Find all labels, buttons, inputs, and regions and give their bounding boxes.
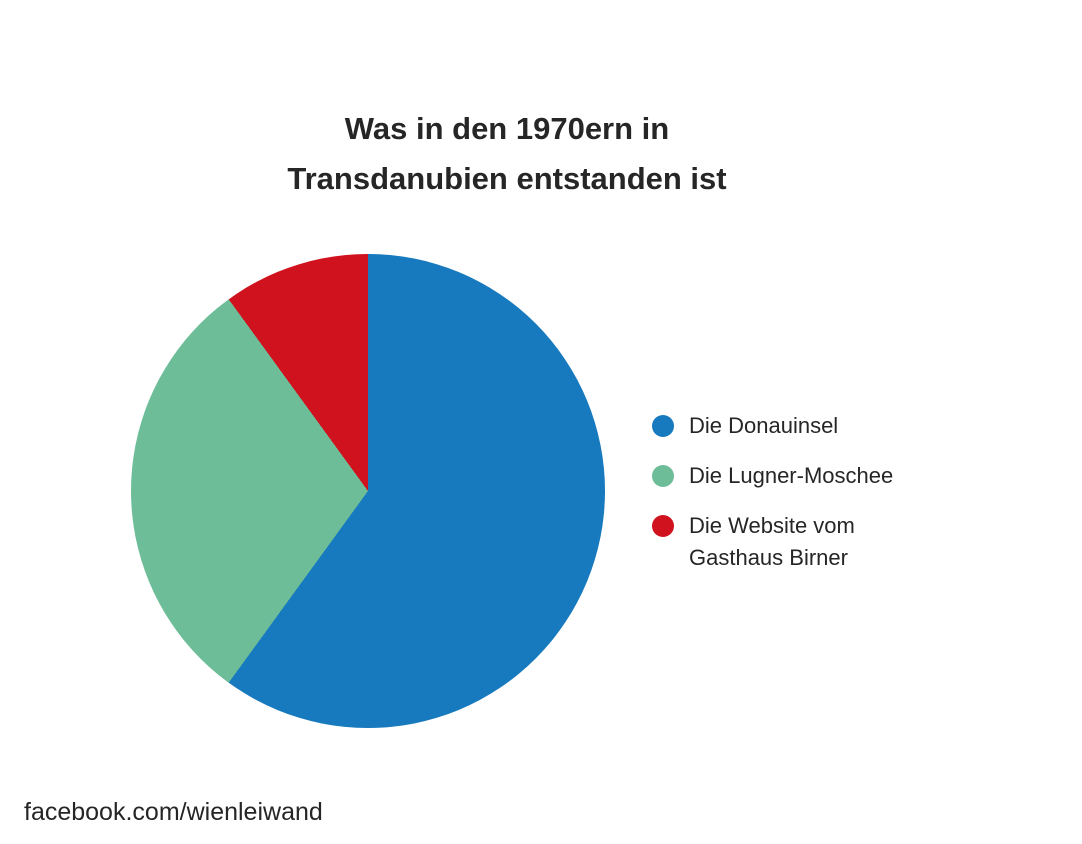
chart-title: Was in den 1970ern in Transdanubien ents… — [0, 104, 1014, 204]
pie-chart — [131, 254, 605, 728]
footer-credit: facebook.com/wienleiwand — [24, 798, 323, 826]
legend-swatch-icon — [652, 515, 674, 537]
legend-swatch-icon — [652, 415, 674, 437]
legend-item: Die Donauinsel — [652, 410, 904, 442]
legend-label: Die Website vom Gasthaus Birner — [689, 513, 855, 570]
chart-title-line2: Transdanubien entstanden ist — [287, 161, 727, 196]
legend-label: Die Lugner-Moschee — [689, 463, 894, 488]
legend: Die Donauinsel Die Lugner-Moschee Die Webs… — [652, 410, 904, 574]
legend-label: Die Donauinsel — [689, 413, 839, 438]
legend-item: Die Website vom Gasthaus Birner — [652, 510, 904, 574]
legend-item: Die Lugner-Moschee — [652, 460, 904, 492]
chart-title-line1: Was in den 1970ern in — [344, 111, 670, 146]
legend-swatch-icon — [652, 465, 674, 487]
